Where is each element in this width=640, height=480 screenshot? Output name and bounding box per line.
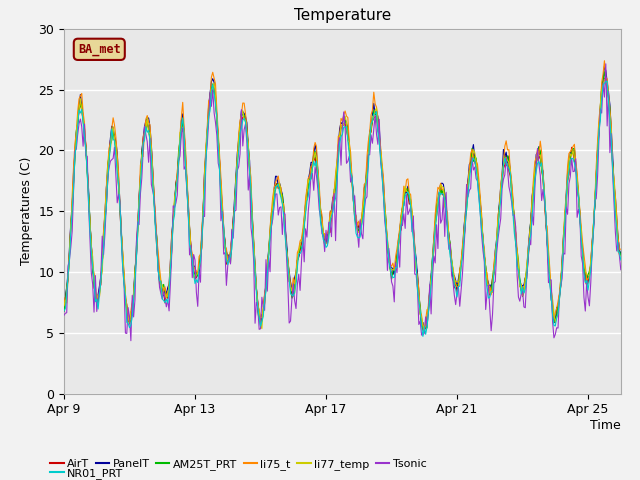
Title: Temperature: Temperature (294, 9, 391, 24)
Legend: NR01_PRT: NR01_PRT (51, 468, 124, 479)
X-axis label: Time: Time (590, 419, 621, 432)
Legend: AirT, PanelT, AM25T_PRT, li75_t, li77_temp, Tsonic: AirT, PanelT, AM25T_PRT, li75_t, li77_te… (51, 459, 426, 469)
Y-axis label: Temperatures (C): Temperatures (C) (20, 157, 33, 265)
Text: BA_met: BA_met (78, 43, 121, 56)
